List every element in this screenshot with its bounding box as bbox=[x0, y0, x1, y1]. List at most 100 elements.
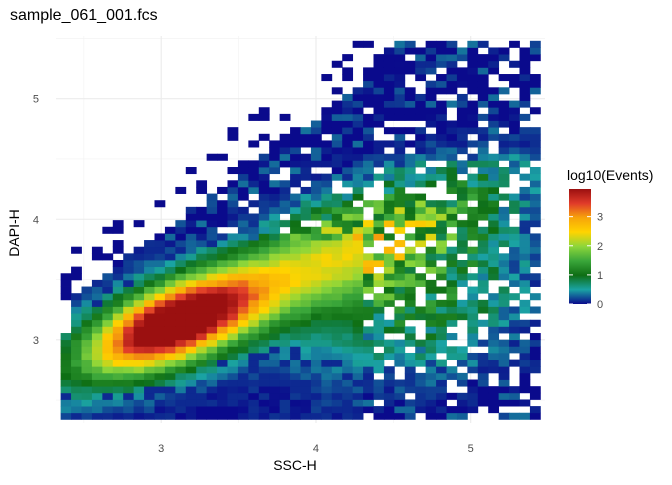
heatmap-cell bbox=[185, 293, 197, 301]
heatmap-cell bbox=[383, 206, 395, 214]
heatmap-cell bbox=[415, 406, 427, 414]
heatmap-cell bbox=[237, 366, 249, 374]
heatmap-cell bbox=[310, 160, 322, 168]
heatmap-cell bbox=[519, 306, 531, 314]
heatmap-cell bbox=[394, 306, 406, 314]
heatmap-cell bbox=[446, 133, 458, 141]
heatmap-cell bbox=[310, 372, 322, 380]
heatmap-cell bbox=[373, 147, 385, 155]
heatmap-cell bbox=[133, 379, 145, 387]
heatmap-cell bbox=[383, 326, 395, 334]
heatmap-cell bbox=[269, 266, 281, 274]
heatmap-cell bbox=[529, 306, 541, 314]
heatmap-cell bbox=[248, 299, 260, 307]
heatmap-cell bbox=[310, 339, 322, 347]
heatmap-cell bbox=[456, 133, 468, 141]
heatmap-cell bbox=[331, 107, 343, 115]
heatmap-cell bbox=[404, 47, 416, 55]
heatmap-cell bbox=[310, 366, 322, 374]
heatmap-cell bbox=[488, 226, 500, 234]
heatmap-cell bbox=[300, 286, 312, 294]
heatmap-cell bbox=[258, 379, 270, 387]
heatmap-cell bbox=[227, 352, 239, 361]
heatmap-cell bbox=[331, 167, 343, 175]
heatmap-cell bbox=[112, 273, 124, 281]
heatmap-cell bbox=[217, 299, 228, 307]
heatmap-cell bbox=[519, 213, 531, 221]
heatmap-cell bbox=[373, 339, 385, 347]
heatmap-cell bbox=[279, 299, 291, 307]
heatmap-cell bbox=[175, 253, 187, 261]
heatmap-cell bbox=[321, 246, 333, 254]
heatmap-cell bbox=[258, 346, 270, 354]
heatmap-cell bbox=[321, 240, 333, 248]
heatmap-cell bbox=[446, 352, 458, 361]
heatmap-cell bbox=[206, 313, 218, 321]
heatmap-cell bbox=[467, 319, 479, 327]
heatmap-cell bbox=[185, 206, 197, 214]
heatmap-cell bbox=[175, 246, 187, 254]
heatmap-cell bbox=[446, 286, 458, 294]
heatmap-cell bbox=[227, 180, 239, 188]
heatmap-cell bbox=[290, 220, 301, 228]
heatmap-cell bbox=[383, 67, 395, 75]
heatmap-cell bbox=[175, 406, 187, 414]
heatmap-cell bbox=[456, 93, 468, 101]
heatmap-cell bbox=[102, 399, 114, 407]
heatmap-cell bbox=[279, 306, 291, 314]
heatmap-cell bbox=[394, 147, 406, 155]
heatmap-cell bbox=[91, 299, 103, 307]
heatmap-cell bbox=[258, 107, 270, 115]
heatmap-cell bbox=[415, 127, 427, 135]
heatmap-cell bbox=[509, 160, 520, 168]
heatmap-cell bbox=[310, 333, 322, 341]
heatmap-cell bbox=[404, 339, 416, 347]
heatmap-cell bbox=[383, 372, 395, 380]
heatmap-cell bbox=[206, 259, 218, 268]
heatmap-cell bbox=[342, 180, 354, 188]
heatmap-cell bbox=[477, 213, 489, 221]
heatmap-cell bbox=[383, 253, 395, 261]
heatmap-cell bbox=[227, 286, 239, 294]
heatmap-cell bbox=[60, 339, 72, 347]
heatmap-cell bbox=[342, 233, 354, 241]
heatmap-cell bbox=[175, 233, 187, 241]
heatmap-cell bbox=[394, 87, 406, 95]
heatmap-cell bbox=[237, 226, 249, 234]
heatmap-cell bbox=[446, 147, 458, 155]
heatmap-cell bbox=[258, 273, 270, 281]
heatmap-cell bbox=[404, 180, 416, 188]
heatmap-cell bbox=[425, 339, 437, 347]
heatmap-cell bbox=[519, 60, 531, 68]
heatmap-cell bbox=[394, 259, 406, 268]
heatmap-cell bbox=[144, 392, 155, 400]
heatmap-cell bbox=[175, 392, 187, 400]
heatmap-cell bbox=[300, 206, 312, 214]
heatmap-cell bbox=[519, 93, 531, 101]
heatmap-cell bbox=[477, 40, 489, 48]
heatmap-cell bbox=[529, 200, 541, 208]
heatmap-cell bbox=[123, 259, 135, 268]
heatmap-cell bbox=[456, 140, 468, 148]
heatmap-cell bbox=[133, 399, 145, 407]
heatmap-cell bbox=[217, 246, 228, 254]
heatmap-cell bbox=[342, 399, 354, 407]
heatmap-cell bbox=[509, 100, 520, 108]
heatmap-cell bbox=[91, 293, 103, 301]
heatmap-cell bbox=[300, 273, 312, 281]
heatmap-cell bbox=[352, 93, 364, 101]
heatmap-cell bbox=[342, 74, 354, 82]
heatmap-cell bbox=[196, 399, 208, 407]
heatmap-cell bbox=[102, 352, 114, 361]
heatmap-cell bbox=[133, 406, 145, 414]
heatmap-cell bbox=[279, 180, 291, 188]
heatmap-cell bbox=[237, 379, 249, 387]
heatmap-cell bbox=[248, 160, 260, 168]
heatmap-cell bbox=[331, 60, 343, 68]
heatmap-cell bbox=[133, 306, 145, 314]
heatmap-cell bbox=[363, 352, 374, 361]
heatmap-cell bbox=[258, 333, 270, 341]
heatmap-cell bbox=[269, 147, 281, 155]
heatmap-cell bbox=[477, 372, 489, 380]
heatmap-cell bbox=[237, 286, 249, 294]
